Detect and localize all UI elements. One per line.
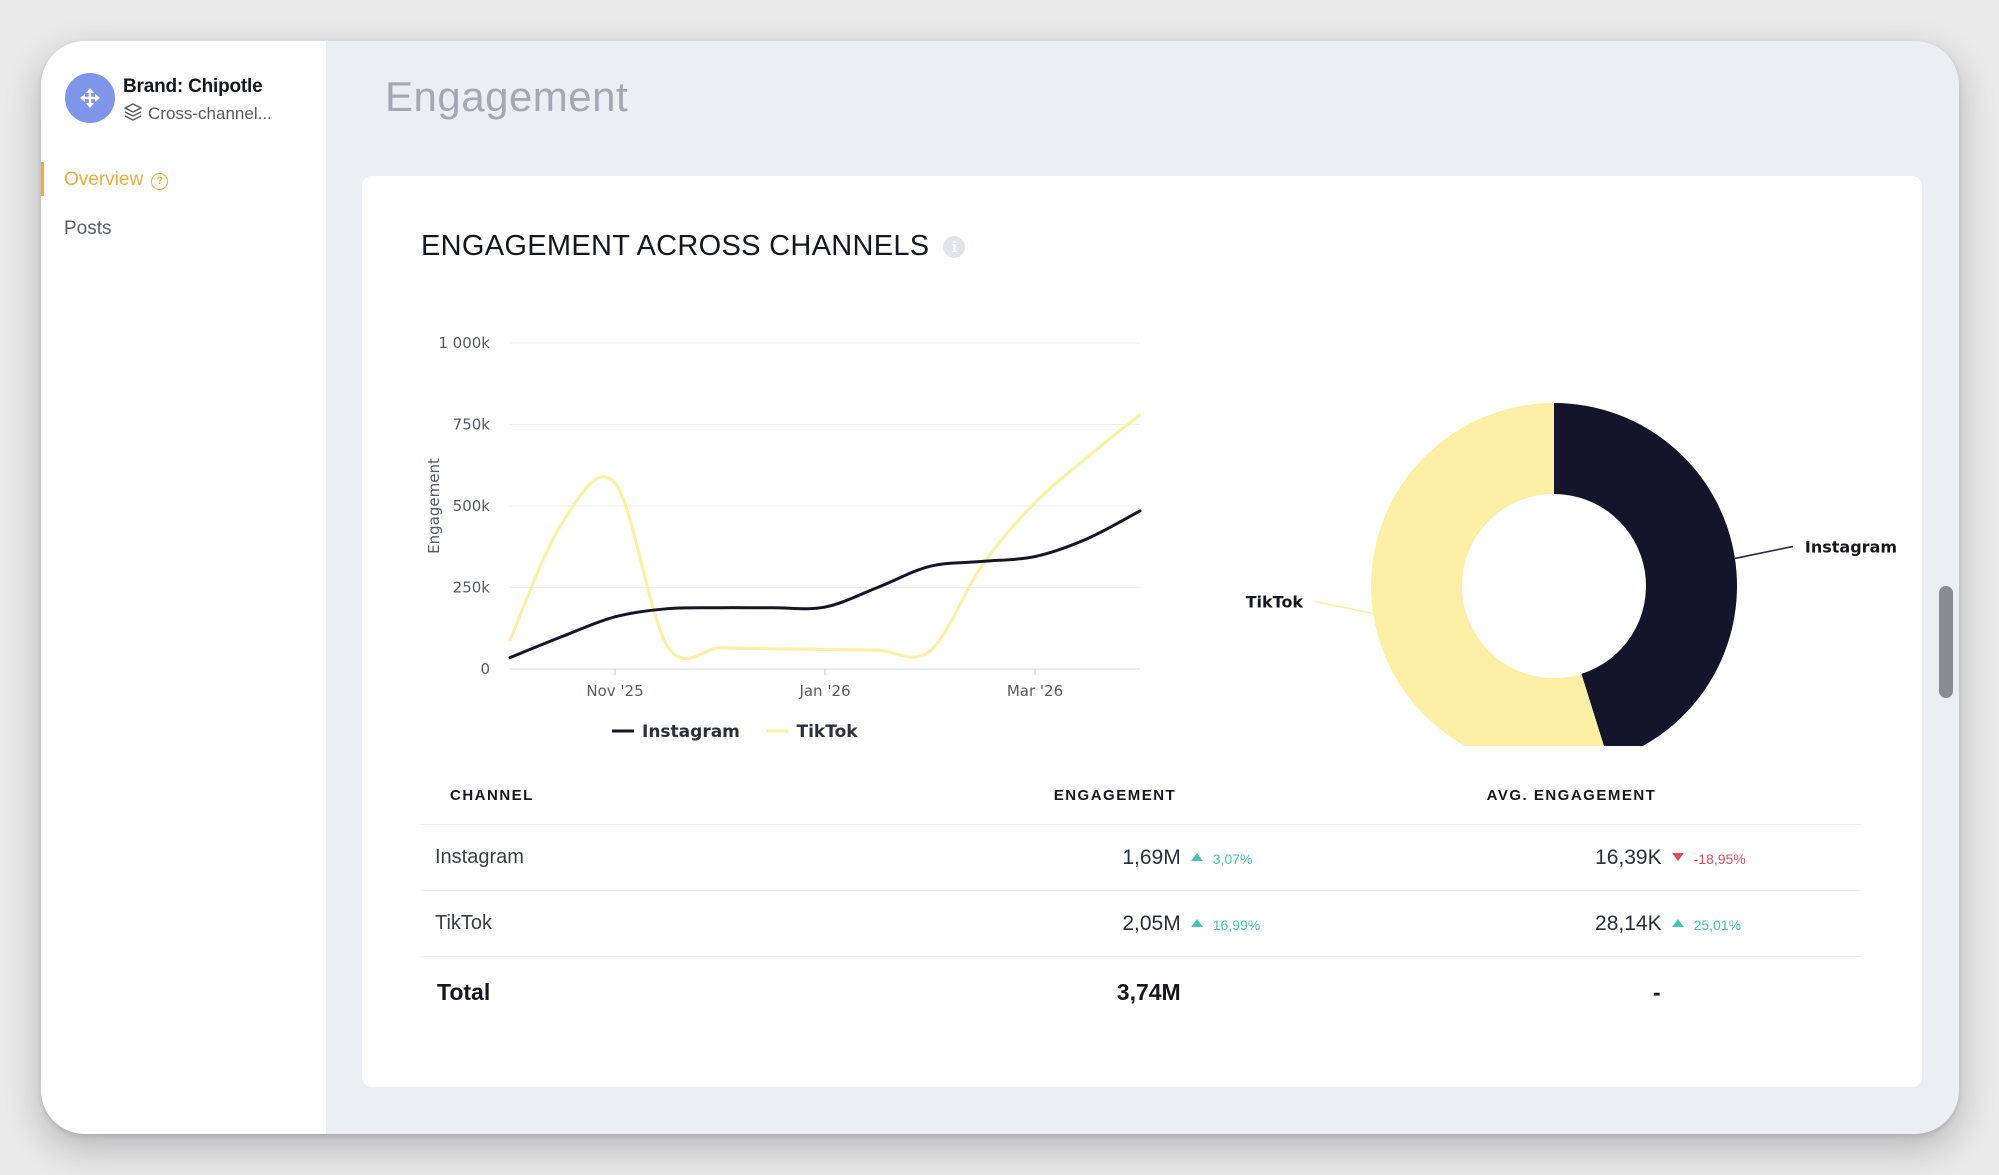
channel-cell: Instagram [421, 824, 1054, 891]
total-engagement-value: 3,74M [1116, 978, 1181, 1005]
layers-icon [124, 103, 142, 121]
brand-subtitle-text: Cross-channel... [148, 104, 272, 123]
table-header-row: CHANNEL ENGAGEMENT AVG. ENGAGEMENT [421, 766, 1861, 825]
engagement-delta: 16,99% [1212, 916, 1261, 933]
avg-engagement-cell: 28,14K 25,01% [1485, 890, 1861, 957]
total-engagement-cell: 3,74M [1054, 957, 1486, 1028]
y-axis-ticks: 0 250k 500k 750k 1 000k [438, 334, 490, 678]
x-tick-label: Jan '26 [798, 682, 850, 700]
x-axis-ticks: Nov '25 Jan '26 Mar '26 [586, 669, 1063, 700]
donut-label-instagram: Instagram [1805, 537, 1897, 556]
avg-engagement-value: 28,14K [1595, 911, 1662, 935]
series-line-instagram[interactable] [508, 509, 1142, 660]
engagement-value: 1,69M [1122, 845, 1181, 869]
table-row: Instagram 1,69M 3,07% 16,39K -18,95% [421, 824, 1861, 891]
y-tick-label: 500k [453, 497, 491, 515]
nav-active-indicator [41, 162, 44, 196]
brand-subtitle: Cross-channel... [123, 102, 272, 124]
donut-label-connector [1734, 545, 1794, 560]
avg-engagement-delta: -18,95% [1693, 850, 1746, 867]
engagement-card: ENGAGEMENT ACROSS CHANNELS i 0 250k 500k 750… [362, 176, 1922, 1087]
sidebar-item-label: Overview [64, 169, 144, 190]
page-title: Engagement [385, 73, 629, 120]
help-icon[interactable]: ? [151, 173, 169, 190]
engagement-value: 2,05M [1122, 911, 1181, 935]
total-avg-engagement-cell: - [1486, 957, 1861, 1028]
engagement-delta: 3,07% [1212, 850, 1253, 867]
y-axis-label: Engagement [425, 458, 443, 554]
brand-title: Brand: Chipotle [123, 76, 263, 97]
sidebar-item-overview[interactable]: Overview? [64, 169, 169, 191]
series-line-tiktok[interactable] [508, 413, 1142, 661]
donut-chart: Instagram TikTok [1246, 403, 1897, 746]
table-row: TikTok 2,05M 16,99% 28,14K 25,01% [421, 890, 1861, 957]
card-title-text: ENGAGEMENT ACROSS CHANNELS [421, 230, 930, 262]
channel-cell: TikTok [421, 890, 1054, 957]
card-title: ENGAGEMENT ACROSS CHANNELS i [421, 230, 966, 263]
x-tick-label: Nov '25 [586, 682, 643, 700]
column-header-engagement-text: ENGAGEMENT [1053, 786, 1177, 804]
legend-label: Instagram [642, 722, 740, 742]
total-avg-engagement-value: - [1652, 978, 1661, 1005]
trend-up-icon [1671, 918, 1684, 927]
column-header-channel[interactable]: CHANNEL [421, 766, 1054, 825]
y-tick-label: 250k [453, 579, 491, 597]
chart-series [508, 413, 1142, 661]
info-icon[interactable]: i [943, 236, 966, 258]
donut-label-tiktok: TikTok [1246, 593, 1304, 612]
donut-labels: Instagram TikTok [1246, 537, 1897, 615]
engagement-cell: 1,69M 3,07% [1053, 824, 1486, 891]
chart-legend[interactable]: Instagram TikTok [612, 722, 858, 742]
brand-selector[interactable]: Brand: Chipotle Cross-channel... [65, 71, 315, 131]
sidebar-item-posts[interactable]: Posts [64, 218, 112, 240]
vertical-scrollbar[interactable] [1939, 586, 1953, 698]
donut-slice-tiktok[interactable] [1371, 403, 1608, 746]
sidebar-item-label: Posts [64, 218, 112, 239]
app-window: Brand: Chipotle Cross-channel... Overvie… [41, 41, 1959, 1134]
legend-label: TikTok [797, 722, 859, 742]
donut-slices [1371, 403, 1737, 746]
y-tick-label: 1 000k [438, 334, 490, 352]
donut-label-connector [1314, 600, 1374, 615]
trend-up-icon [1190, 918, 1203, 927]
column-header-avg-engagement[interactable]: AVG. ENGAGEMENT [1485, 766, 1861, 825]
sidebar: Brand: Chipotle Cross-channel... Overvie… [41, 41, 326, 1134]
avg-engagement-delta: 25,01% [1693, 916, 1742, 933]
y-tick-label: 750k [453, 416, 491, 434]
legend-item-tiktok[interactable]: TikTok [766, 722, 859, 742]
trend-down-icon [1671, 852, 1684, 861]
avg-engagement-cell: 16,39K -18,95% [1485, 824, 1861, 891]
legend-item-instagram[interactable]: Instagram [612, 722, 740, 742]
donut-slice-instagram[interactable] [1554, 403, 1737, 746]
engagement-cell: 2,05M 16,99% [1053, 890, 1486, 957]
trend-up-icon [1190, 852, 1203, 861]
y-tick-label: 0 [480, 660, 490, 678]
move-arrows-icon [80, 88, 100, 108]
engagement-table: CHANNEL ENGAGEMENT AVG. ENGAGEMENT Insta… [421, 766, 1861, 1027]
brand-logo [65, 73, 115, 123]
table-total-row: Total 3,74M - [421, 957, 1861, 1028]
line-chart: 0 250k 500k 750k 1 000k Nov '25 Jan '26 Mar '2… [425, 334, 1142, 742]
x-tick-label: Mar '26 [1007, 682, 1063, 700]
avg-engagement-value: 16,39K [1595, 845, 1662, 869]
column-header-engagement[interactable]: ENGAGEMENT [1053, 766, 1486, 825]
total-label: Total [437, 978, 491, 1005]
